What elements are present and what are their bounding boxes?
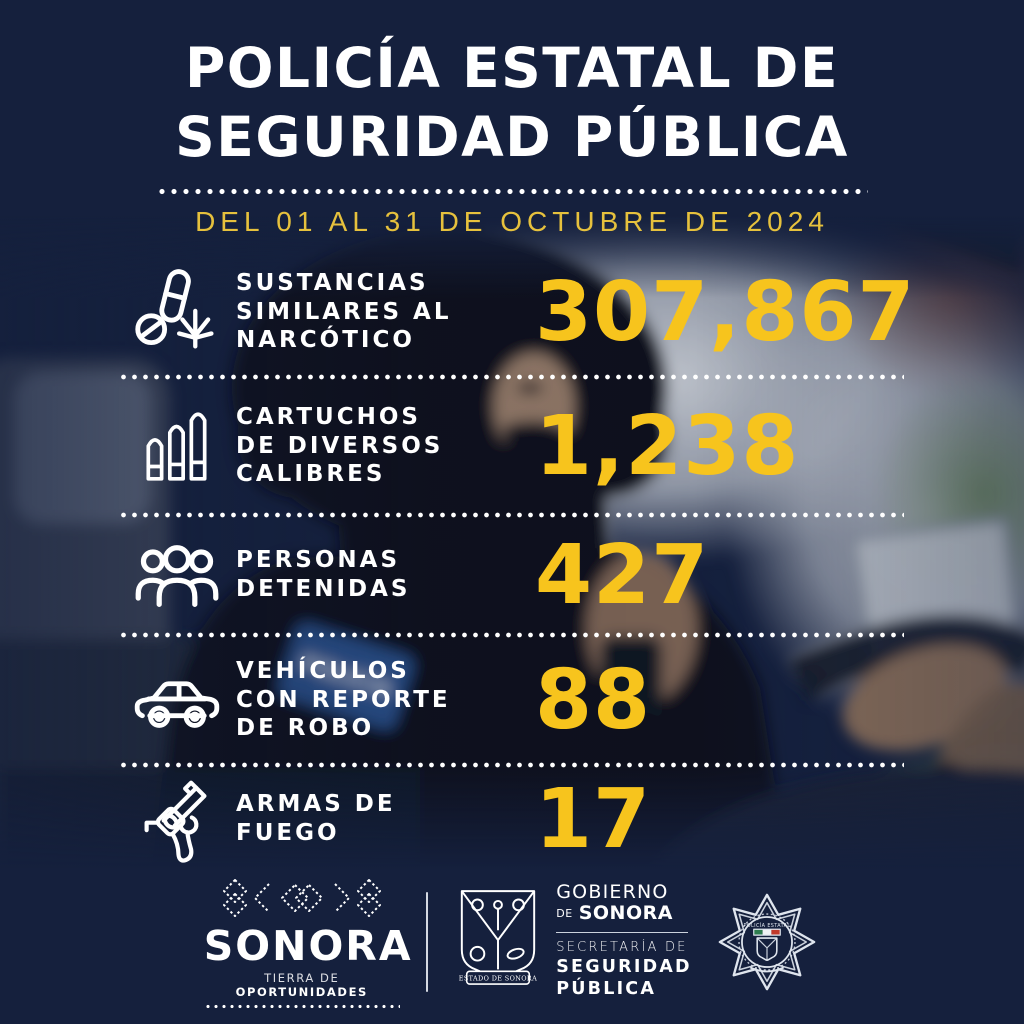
- stat-dotted-divider: [118, 762, 904, 768]
- title-line-1: POLICÍA ESTATAL DE: [184, 36, 840, 100]
- sonora-dotted-underline: [203, 1003, 400, 1009]
- stat-value: 1,238: [535, 398, 800, 494]
- footer-logos: SONORA TIERRA DE OPORTUNIDADES ESTADO DE…: [0, 866, 1024, 1018]
- stat-label: SUSTANCIAS SIMILARES AL NARCÓTICO: [236, 270, 452, 354]
- coat-of-arms-caption: ESTADO DE SONORA: [459, 975, 537, 983]
- footer-divider: [425, 892, 429, 992]
- date-range: DEL 01 AL 31 DE OCTUBRE DE 2024: [195, 205, 829, 237]
- stat-value: 17: [535, 771, 652, 867]
- header-dotted-divider: [156, 187, 868, 195]
- stat-value: 307,867: [535, 264, 916, 360]
- stat-value: 88: [535, 652, 652, 748]
- page-title: POLICÍA ESTATAL DE SEGURIDAD PÚBLICA: [0, 34, 1024, 173]
- car-icon: [134, 681, 220, 728]
- gobierno-sonora: SONORA: [578, 901, 673, 924]
- header: POLICÍA ESTATAL DE SEGURIDAD PÚBLICA DEL…: [0, 34, 1024, 238]
- bullets-icon: [146, 412, 207, 481]
- stat-row-firearms: ARMAS DE FUEGO 17: [118, 768, 910, 870]
- stat-row-cartridges: CARTUCHOS DE DIVERSOS CALIBRES 1,238: [118, 380, 910, 512]
- stat-value: 427: [535, 527, 710, 623]
- people-icon: [135, 545, 219, 607]
- badge-caption: POLICÍA ESTATAL: [744, 922, 791, 929]
- title-line-2: SEGURIDAD PÚBLICA: [175, 105, 849, 170]
- secretaria-line-2: SEGURIDAD: [556, 957, 692, 978]
- gobierno-line: GOBIERNO: [556, 881, 669, 904]
- tagline-bold: OPORTUNIDADES: [235, 984, 368, 999]
- stat-label: PERSONAS DETENIDAS: [236, 547, 411, 602]
- sonora-tagline: TIERRA DE OPORTUNIDADES: [204, 971, 400, 999]
- sonora-coat-of-arms-icon: ESTADO DE SONORA: [459, 890, 537, 985]
- stat-label: ARMAS DE FUEGO: [236, 791, 396, 846]
- stat-row-narcotics: SUSTANCIAS SIMILARES AL NARCÓTICO 307,86…: [118, 250, 914, 374]
- gobierno-sonora-line: DE SONORA: [556, 901, 673, 925]
- sonora-logo: SONORA TIERRA DE OPORTUNIDADES: [203, 876, 413, 1009]
- government-lockup: ESTADO DE SONORA GOBIERNO DE SONORA SECR…: [454, 881, 690, 1001]
- stat-label: CARTUCHOS DE DIVERSOS CALIBRES: [236, 404, 444, 488]
- stat-dotted-divider: [118, 632, 904, 638]
- stats-list: SUSTANCIAS SIMILARES AL NARCÓTICO 307,86…: [118, 250, 914, 870]
- secretaria-line-1: SECRETARÍA DE: [556, 940, 688, 956]
- sonora-pattern-icon: [222, 878, 381, 917]
- police-star-badge-icon: POLICÍA ESTATAL: [718, 893, 816, 991]
- gobierno-de: DE: [556, 906, 573, 920]
- stat-row-stolen-vehicles: VEHÍCULOS CON REPORTE DE ROBO 88: [118, 638, 910, 762]
- secretaria-line-3: PÚBLICA: [556, 979, 657, 1000]
- tagline-light: TIERRA DE: [264, 970, 340, 985]
- photo-bottom-fade: [0, 764, 1024, 884]
- stat-label: VEHÍCULOS CON REPORTE DE ROBO: [236, 658, 451, 742]
- sonora-wordmark: SONORA: [203, 921, 413, 970]
- government-text-divider: [556, 931, 689, 934]
- stat-dotted-divider: [118, 512, 904, 518]
- stat-dotted-divider: [118, 374, 904, 380]
- gun-icon: [144, 780, 207, 863]
- government-text: GOBIERNO DE SONORA SECRETARÍA DE SEGURID…: [556, 881, 690, 1001]
- stat-row-detainees: PERSONAS DETENIDAS 427: [118, 518, 910, 632]
- drugs-icon: [135, 269, 214, 349]
